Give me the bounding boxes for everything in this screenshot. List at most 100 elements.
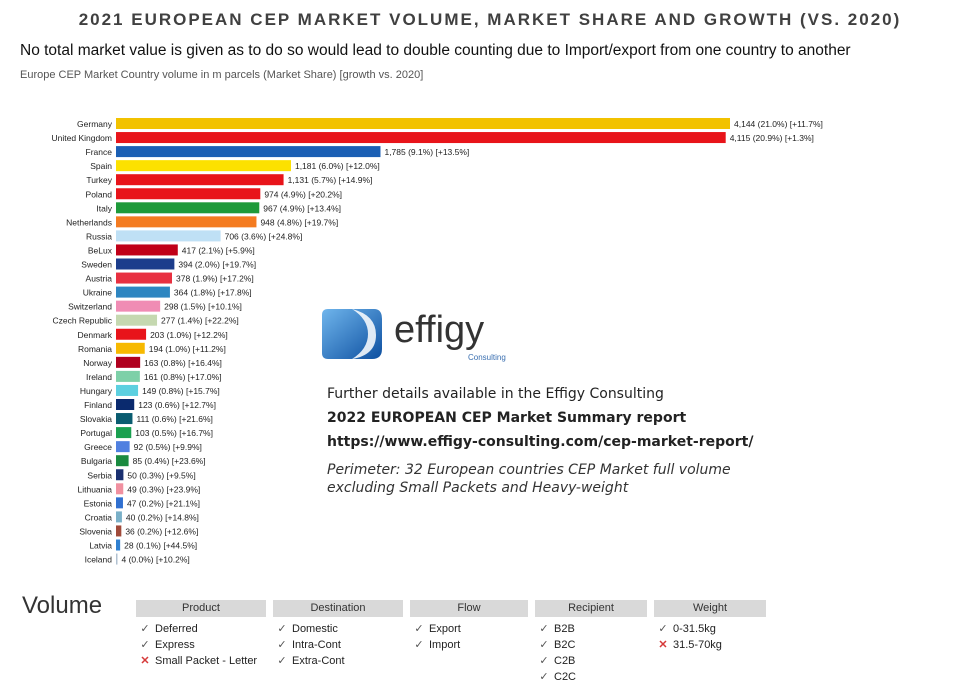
data-label: 111 (0.6%) [+21.6%] xyxy=(136,414,212,424)
bar xyxy=(116,328,147,340)
chart-title: 2021 EUROPEAN CEP MARKET VOLUME, MARKET … xyxy=(78,10,902,29)
category-label: Slovakia xyxy=(80,414,112,424)
category-label: Lithuania xyxy=(77,484,112,494)
category-label: Serbia xyxy=(87,470,112,480)
data-label: 40 (0.2%) [+14.8%] xyxy=(126,512,199,522)
category-label: Germany xyxy=(77,119,113,129)
bar xyxy=(116,539,121,551)
report-title: 2022 EUROPEAN CEP Market Summary report xyxy=(327,410,687,426)
category-label: Spain xyxy=(90,161,112,171)
category-label: Croatia xyxy=(85,512,113,522)
bar xyxy=(116,384,139,396)
check-icon: ✓ xyxy=(277,655,287,667)
category-column: Destination ✓ Domestic ✓ Intra-Cont ✓ Extra-Co… xyxy=(273,600,403,669)
data-label: 417 (2.1%) [+5.9%] xyxy=(182,245,255,255)
category-item-label: Extra-Cont xyxy=(292,655,345,667)
data-label: 4,144 (21.0%) [+11.7%] xyxy=(734,119,823,129)
bar xyxy=(116,300,161,312)
category-label: Latvia xyxy=(89,541,112,551)
bar xyxy=(116,413,133,425)
category-header: Product xyxy=(136,600,266,617)
report-link[interactable]: https://www.effigy-consulting.com/cep-ma… xyxy=(327,434,754,450)
category-label: Switzerland xyxy=(68,302,112,312)
bar xyxy=(116,314,158,326)
data-label: 149 (0.8%) [+15.7%] xyxy=(142,386,220,396)
data-label: 298 (1.5%) [+10.1%] xyxy=(164,302,242,312)
effigy-logo: effigy Consulting xyxy=(318,305,518,367)
bar xyxy=(116,216,257,228)
chart-subtitle: No total market value is given as to do … xyxy=(20,42,851,59)
category-item: ✓ Express xyxy=(136,637,266,653)
category-column: Flow ✓ Export ✓ Import xyxy=(410,600,528,653)
category-label: Ireland xyxy=(86,372,112,382)
data-label: 948 (4.8%) [+19.7%] xyxy=(260,217,338,227)
data-label: 103 (0.5%) [+16.7%] xyxy=(135,428,213,438)
category-label: Hungary xyxy=(80,386,113,396)
category-item-label: Domestic xyxy=(292,623,338,635)
category-label: Norway xyxy=(83,358,113,368)
data-label: 47 (0.2%) [+21.1%] xyxy=(127,498,200,508)
category-label: Greece xyxy=(84,442,112,452)
volume-label: Volume xyxy=(22,592,103,619)
category-item: ✓ B2C xyxy=(535,637,647,653)
data-label: 706 (3.6%) [+24.8%] xyxy=(225,231,303,241)
category-item: ✓ 0-31.5kg xyxy=(654,621,766,637)
perimeter-note-2: excluding Small Packets and Heavy-weight xyxy=(327,480,629,496)
category-item-label: B2C xyxy=(554,639,576,651)
bar xyxy=(116,160,291,172)
category-label: Czech Republic xyxy=(52,316,112,326)
data-label: 194 (1.0%) [+11.2%] xyxy=(149,344,226,354)
data-label: 92 (0.5%) [+9.9%] xyxy=(134,442,202,452)
bar xyxy=(116,188,261,200)
check-icon: ✓ xyxy=(277,623,287,635)
data-label: 967 (4.9%) [+13.4%] xyxy=(263,203,341,213)
logo-subtext: Consulting xyxy=(468,353,506,362)
category-label: France xyxy=(86,147,113,157)
details-line: Further details available in the Effigy … xyxy=(327,386,664,402)
category-header: Destination xyxy=(273,600,403,617)
bar xyxy=(116,511,122,523)
bar xyxy=(116,497,123,509)
category-item: ✓ Import xyxy=(410,637,528,653)
data-label: 123 (0.6%) [+12.7%] xyxy=(138,400,216,410)
category-item-label: Deferred xyxy=(155,623,198,635)
data-label: 364 (1.8%) [+17.8%] xyxy=(174,288,252,298)
category-item: ✓ Deferred xyxy=(136,621,266,637)
category-label: Finland xyxy=(84,400,112,410)
check-icon: ✓ xyxy=(140,639,150,651)
category-item: ✓ Intra-Cont xyxy=(273,637,403,653)
category-item: ✓ C2C xyxy=(535,669,647,685)
category-label: Iceland xyxy=(85,555,113,565)
data-label: 1,131 (5.7%) [+14.9%] xyxy=(288,175,373,185)
bar xyxy=(116,370,140,382)
bar xyxy=(116,483,124,495)
bar xyxy=(116,118,730,129)
bar-chart: Germany 4,144 (21.0%) [+11.7%] United King… xyxy=(52,118,823,565)
category-item: ✓ Domestic xyxy=(273,621,403,637)
check-icon: ✓ xyxy=(539,655,549,667)
category-item-label: Export xyxy=(429,623,461,635)
bar xyxy=(116,132,726,144)
data-label: 203 (1.0%) [+12.2%] xyxy=(150,330,228,340)
data-label: 378 (1.9%) [+17.2%] xyxy=(176,274,254,284)
check-icon: ✓ xyxy=(539,623,549,635)
chart-caption: Europe CEP Market Country volume in m pa… xyxy=(20,69,424,81)
category-label: Slovenia xyxy=(79,526,112,536)
data-label: 49 (0.3%) [+23.9%] xyxy=(127,484,200,494)
category-item: ✓ Export xyxy=(410,621,528,637)
check-icon: ✓ xyxy=(414,639,424,651)
category-header: Weight xyxy=(654,600,766,617)
category-header: Flow xyxy=(410,600,528,617)
category-item-label: Import xyxy=(429,639,461,651)
bar xyxy=(116,174,284,186)
category-label: Estonia xyxy=(84,498,113,508)
data-label: 1,181 (6.0%) [+12.0%] xyxy=(295,161,380,171)
category-item-label: C2C xyxy=(554,671,577,683)
category-label: Romania xyxy=(78,344,112,354)
category-label: Turkey xyxy=(86,175,112,185)
bar xyxy=(116,202,260,214)
cross-icon: ✕ xyxy=(140,655,150,667)
category-column: Weight ✓ 0-31.5kg ✕ 31.5-70kg xyxy=(654,600,766,653)
check-icon: ✓ xyxy=(277,639,287,651)
bar xyxy=(116,553,118,565)
